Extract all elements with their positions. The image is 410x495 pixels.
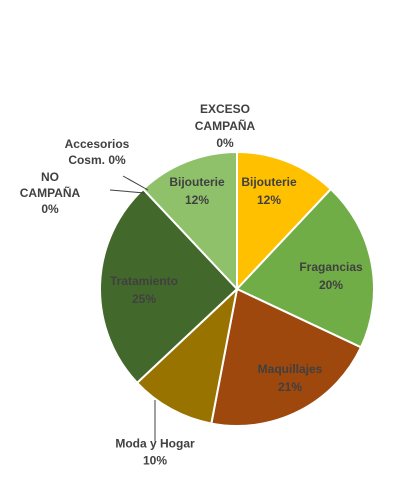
slice-fragancias-1: [235, 187, 375, 349]
data-label-exceso-campana-8: EXCESO CAMPAÑA 0%: [195, 102, 256, 150]
slice-bijouterie-0: [236, 150, 333, 292]
slice-bijouterie-7: [141, 150, 238, 292]
data-label-tratamiento-4: Tratamiento 25%: [110, 274, 178, 306]
data-label-no-campana-5: NO CAMPAÑA 0%: [20, 170, 81, 216]
data-label-fragancias-1: Fragancias 20%: [299, 260, 363, 292]
data-label-maquillajes-2: Maquillajes 21%: [258, 362, 323, 394]
leader-line-accesorios-cosm: [122, 175, 149, 191]
labels-layer: Bijouterie 12% Fragancias 20% Maquillajes 21%…: [20, 102, 363, 468]
data-label-bijouterie-0: Bijouterie 12%: [241, 175, 297, 207]
slice-tratamiento-4: [99, 187, 239, 385]
data-label-bijouterie-7: Bijouterie 12%: [169, 175, 225, 207]
slice-maquillajes-2: [210, 287, 363, 427]
slice-moda-y-hogar-3: [135, 286, 239, 425]
data-label-moda-y-hogar-3: Moda y Hogar 10%: [115, 437, 195, 468]
leader-lines-layer: [109, 175, 156, 441]
slices-layer: [99, 150, 375, 427]
leader-line-no-campana: [109, 189, 146, 194]
data-label-accesorios-cosm-6: Accesorios Cosm. 0%: [65, 137, 130, 167]
